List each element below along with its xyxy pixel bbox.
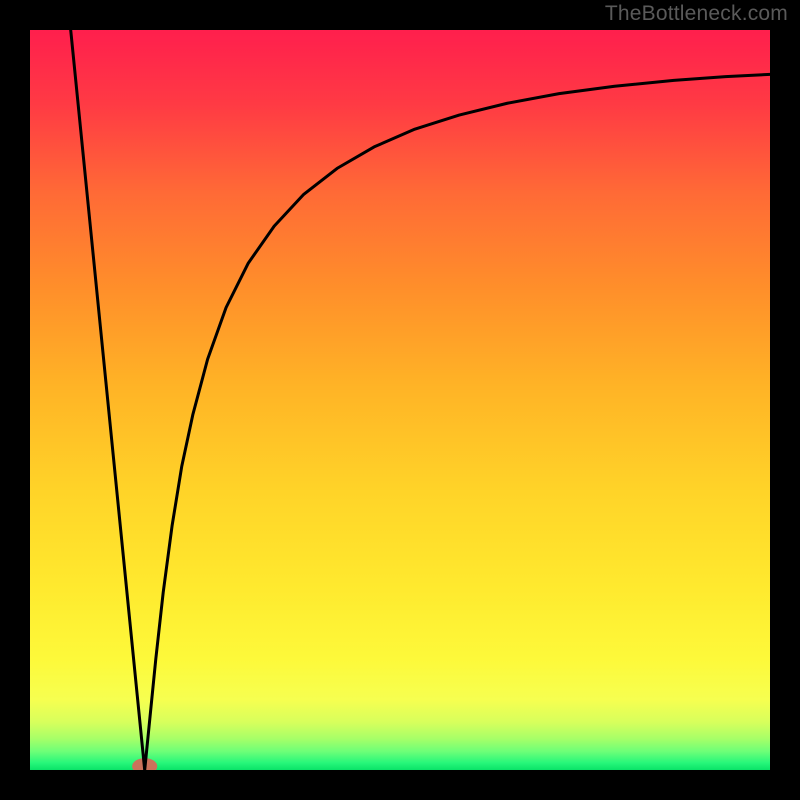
gradient-background bbox=[30, 30, 770, 770]
chart-container: TheBottleneck.com bbox=[0, 0, 800, 800]
chart-svg bbox=[0, 0, 800, 800]
plot-area bbox=[30, 30, 770, 774]
